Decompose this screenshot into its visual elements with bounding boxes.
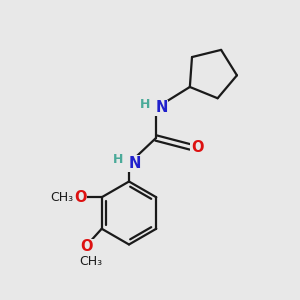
Text: N: N: [128, 156, 141, 171]
Text: CH₃: CH₃: [50, 191, 73, 204]
Text: CH₃: CH₃: [79, 255, 102, 268]
Text: H: H: [112, 153, 123, 167]
Text: O: O: [80, 239, 93, 254]
Text: H: H: [140, 98, 150, 111]
Text: O: O: [74, 190, 86, 205]
Text: N: N: [155, 100, 168, 116]
Text: O: O: [191, 140, 203, 155]
